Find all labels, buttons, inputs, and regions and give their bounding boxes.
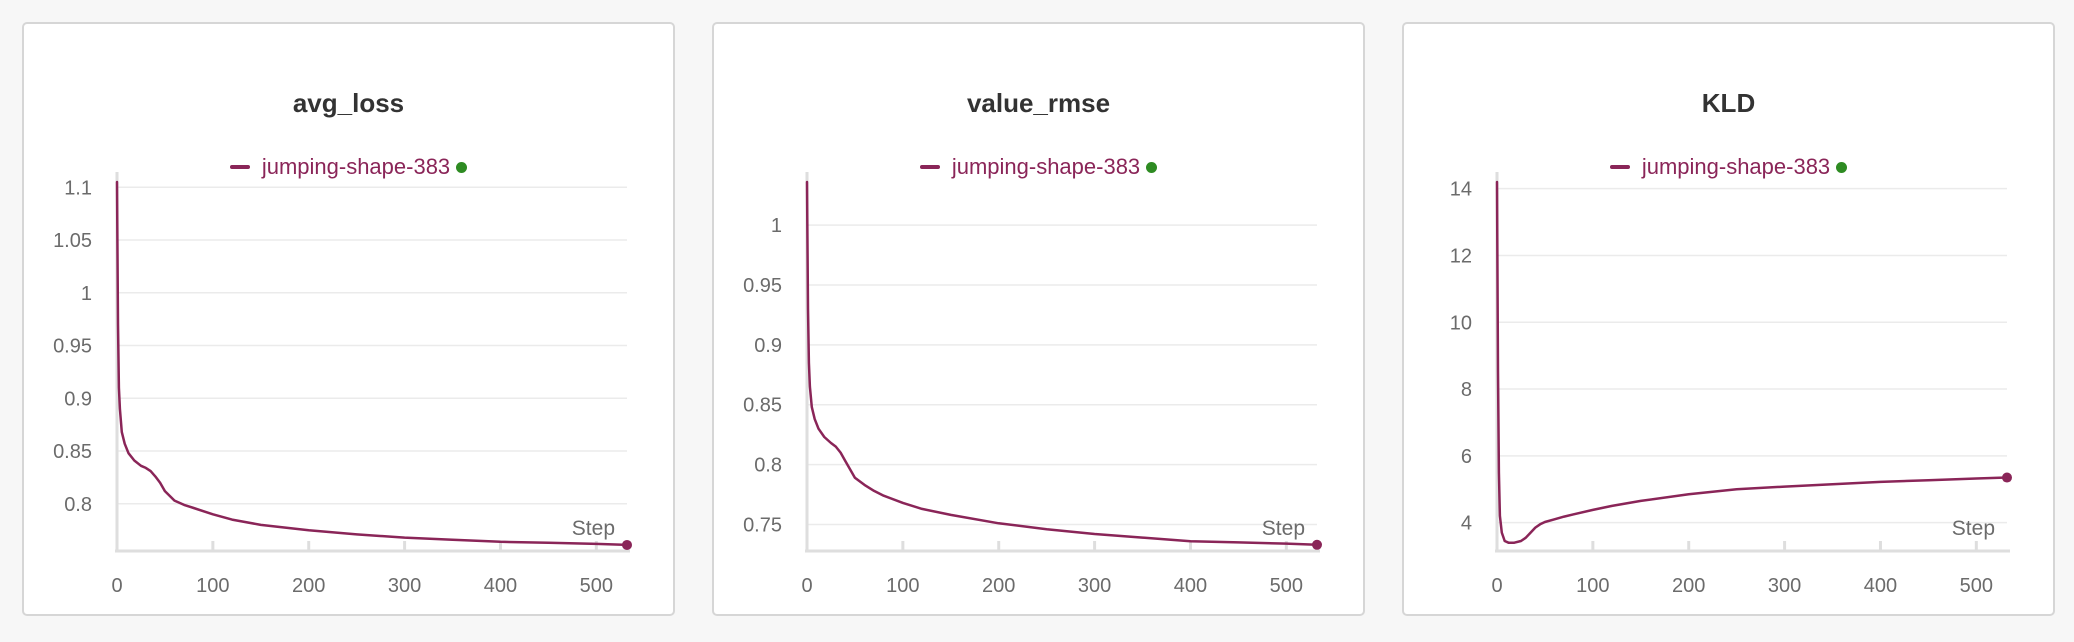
series-line: [115, 180, 629, 547]
y-tick-label: 1: [81, 283, 92, 305]
x-axis-label: Step: [1952, 517, 1995, 540]
y-tick-label: 1.05: [53, 230, 92, 252]
y-tick-label: 1.1: [64, 177, 92, 199]
chart-panel-kld: KLD jumping-shape-383 4 6 8 10 12 14 0 100 200 30…: [1402, 22, 2055, 616]
x-axis-label: Step: [1262, 517, 1305, 540]
legend-label[interactable]: jumping-shape-383: [261, 154, 451, 179]
series-line: [1495, 180, 2009, 544]
chart-legend[interactable]: jumping-shape-383: [24, 154, 673, 180]
run-status-dot: [456, 161, 468, 173]
chart-legend[interactable]: jumping-shape-383: [714, 154, 1363, 180]
y-tick-label: 0.85: [743, 395, 782, 417]
y-tick-label: 0.95: [743, 275, 782, 297]
legend-swatch: [1609, 165, 1630, 169]
legend-swatch: [229, 165, 250, 169]
chart-legend[interactable]: jumping-shape-383: [1404, 154, 2053, 180]
run-status-dot: [1836, 161, 1848, 173]
y-tick-label: 0.9: [64, 388, 92, 410]
x-tick-label: 400: [1174, 575, 1207, 597]
x-tick-label: 100: [886, 575, 919, 597]
series-line: [805, 180, 1319, 547]
x-tick-label: 400: [1864, 575, 1897, 597]
series-end-point: [2002, 472, 2012, 483]
x-tick-label: 400: [484, 575, 517, 597]
x-tick-label: 0: [111, 575, 122, 597]
x-axis-label: Step: [572, 517, 615, 540]
chart-title: avg_loss: [292, 88, 405, 118]
x-tick-label: 0: [801, 575, 812, 597]
x-tick-label: 500: [580, 575, 613, 597]
y-tick-label: 0.85: [53, 441, 92, 463]
legend-label[interactable]: jumping-shape-383: [1641, 154, 1831, 179]
y-tick-label: 10: [1450, 312, 1472, 334]
series-end-point: [622, 539, 632, 550]
x-tick-label: 300: [1768, 575, 1801, 597]
legend-swatch: [919, 165, 940, 169]
x-tick-label: 100: [1576, 575, 1609, 597]
x-tick-label: 200: [1672, 575, 1705, 597]
y-tick-label: 0.75: [743, 514, 782, 536]
line-plot: 4 6 8 10 12 14 0 100 200 300 400 500 Step: [1450, 172, 2012, 597]
y-tick-label: 4: [1461, 513, 1472, 535]
x-tick-label: 500: [1270, 575, 1303, 597]
series-end-point: [1312, 539, 1322, 550]
y-tick-label: 0.9: [754, 335, 782, 357]
y-tick-label: 6: [1461, 446, 1472, 468]
run-status-dot: [1146, 161, 1158, 173]
x-tick-label: 300: [388, 575, 421, 597]
x-tick-label: 0: [1491, 575, 1502, 597]
y-tick-label: 0.8: [754, 455, 782, 477]
y-tick-label: 12: [1450, 245, 1472, 267]
chart-title: KLD: [1701, 88, 1756, 118]
line-plot: 0.75 0.8 0.85 0.9 0.95 1 0 100 200 300 400 500 Step: [743, 172, 1322, 597]
x-tick-label: 200: [292, 575, 325, 597]
y-tick-label: 0.95: [53, 336, 92, 358]
line-plot: 0.8 0.85 0.9 0.95 1 1.05 1.1 0 100 200 300 400 500 St…: [53, 172, 632, 597]
x-tick-label: 300: [1078, 575, 1111, 597]
legend-label[interactable]: jumping-shape-383: [951, 154, 1141, 179]
chart-title: value_rmse: [966, 88, 1111, 118]
x-tick-label: 200: [982, 575, 1015, 597]
y-tick-label: 1: [771, 215, 782, 237]
x-tick-label: 500: [1960, 575, 1993, 597]
y-tick-label: 14: [1450, 179, 1472, 201]
y-tick-label: 8: [1461, 379, 1472, 401]
x-tick-label: 100: [196, 575, 229, 597]
y-tick-label: 0.8: [64, 494, 92, 516]
chart-panel-value-rmse: value_rmse jumping-shape-383 0.75 0.8 0.85…: [712, 22, 1365, 616]
chart-panel-avg-loss: avg_loss jumping-shape-383 0.8 0.85 0.9 0.9…: [22, 22, 675, 616]
